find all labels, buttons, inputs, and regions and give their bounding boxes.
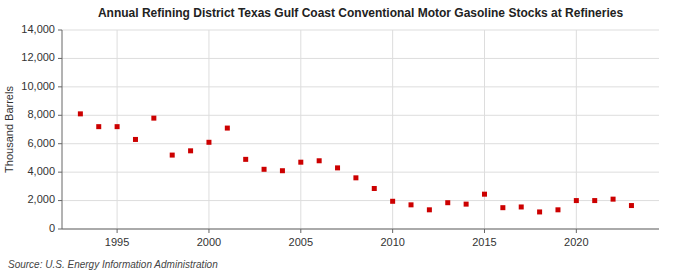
- data-point: [555, 207, 560, 212]
- points: [78, 111, 634, 214]
- data-point: [115, 124, 120, 129]
- x-tick: [117, 229, 118, 233]
- data-point: [206, 140, 211, 145]
- grid: [62, 30, 659, 229]
- chart-svg: 0 2,000 4,000 6,000 8,000 10,000 12,000 14,000 1…: [0, 0, 675, 275]
- data-point: [133, 137, 138, 142]
- chart-container: 0 2,000 4,000 6,000 8,000 10,000 12,000 14,000 1…: [0, 0, 675, 275]
- data-point: [225, 126, 230, 131]
- y-grid-line: [62, 229, 659, 230]
- x-grid-line: [117, 30, 118, 229]
- chart-title: Annual Refining District Texas Gulf Coas…: [98, 6, 624, 20]
- x-tick: [300, 229, 301, 233]
- x-grid-line: [300, 30, 301, 229]
- y-tick: [58, 58, 62, 59]
- y-grid-line: [62, 30, 659, 31]
- axes: 0 2,000 4,000 6,000 8,000 10,000 12,000 14,000 1…: [21, 23, 659, 248]
- y-tick: [58, 229, 62, 230]
- data-point: [464, 202, 469, 207]
- x-tick-label: 2000: [197, 236, 221, 248]
- y-grid-line: [62, 86, 659, 87]
- data-point: [372, 186, 377, 191]
- data-point: [482, 192, 487, 197]
- y-tick-label: 10,000: [21, 80, 55, 92]
- data-point: [500, 205, 505, 210]
- y-tick: [58, 115, 62, 116]
- y-tick: [58, 30, 62, 31]
- y-tick: [58, 200, 62, 201]
- y-tick-label: 14,000: [21, 23, 55, 35]
- data-point: [317, 158, 322, 163]
- y-grid-line: [62, 58, 659, 59]
- data-point: [629, 203, 634, 208]
- y-tick: [58, 143, 62, 144]
- x-axis-line: [62, 229, 659, 230]
- y-tick-label: 4,000: [27, 165, 55, 177]
- y-tick-label: 2,000: [27, 193, 55, 205]
- x-tick-label: 2015: [472, 236, 496, 248]
- data-point: [611, 197, 616, 202]
- data-point: [170, 153, 175, 158]
- data-point: [390, 199, 395, 204]
- y-grid-line: [62, 172, 659, 173]
- data-point: [78, 111, 83, 116]
- data-point: [537, 209, 542, 214]
- y-grid-line: [62, 200, 659, 201]
- y-tick-label: 6,000: [27, 137, 55, 149]
- data-point: [353, 175, 358, 180]
- data-point: [445, 200, 450, 205]
- y-axis-line: [62, 30, 63, 229]
- data-point: [409, 202, 414, 207]
- y-grid-line: [62, 143, 659, 144]
- data-point: [427, 207, 432, 212]
- data-point: [335, 165, 340, 170]
- y-tick: [58, 172, 62, 173]
- y-tick-label: 8,000: [27, 108, 55, 120]
- data-point: [574, 198, 579, 203]
- x-tick-label: 1995: [105, 236, 129, 248]
- x-tick-label: 2010: [380, 236, 404, 248]
- data-point: [96, 124, 101, 129]
- data-point: [243, 157, 248, 162]
- x-tick: [208, 229, 209, 233]
- data-point: [519, 204, 524, 209]
- x-tick: [484, 229, 485, 233]
- x-tick-label: 2020: [564, 236, 588, 248]
- x-grid-line: [484, 30, 485, 229]
- data-point: [188, 148, 193, 153]
- x-tick: [392, 229, 393, 233]
- data-point: [262, 167, 267, 172]
- y-axis-label: Thousand Barrels: [3, 86, 15, 173]
- data-point: [298, 160, 303, 165]
- x-tick: [576, 229, 577, 233]
- source-note: Source: U.S. Energy Information Administ…: [8, 259, 218, 270]
- y-tick-label: 0: [49, 222, 55, 234]
- x-tick-label: 2005: [289, 236, 313, 248]
- y-tick-label: 12,000: [21, 51, 55, 63]
- y-tick: [58, 86, 62, 87]
- data-point: [592, 198, 597, 203]
- data-point: [151, 116, 156, 121]
- x-grid-line: [208, 30, 209, 229]
- data-point: [280, 168, 285, 173]
